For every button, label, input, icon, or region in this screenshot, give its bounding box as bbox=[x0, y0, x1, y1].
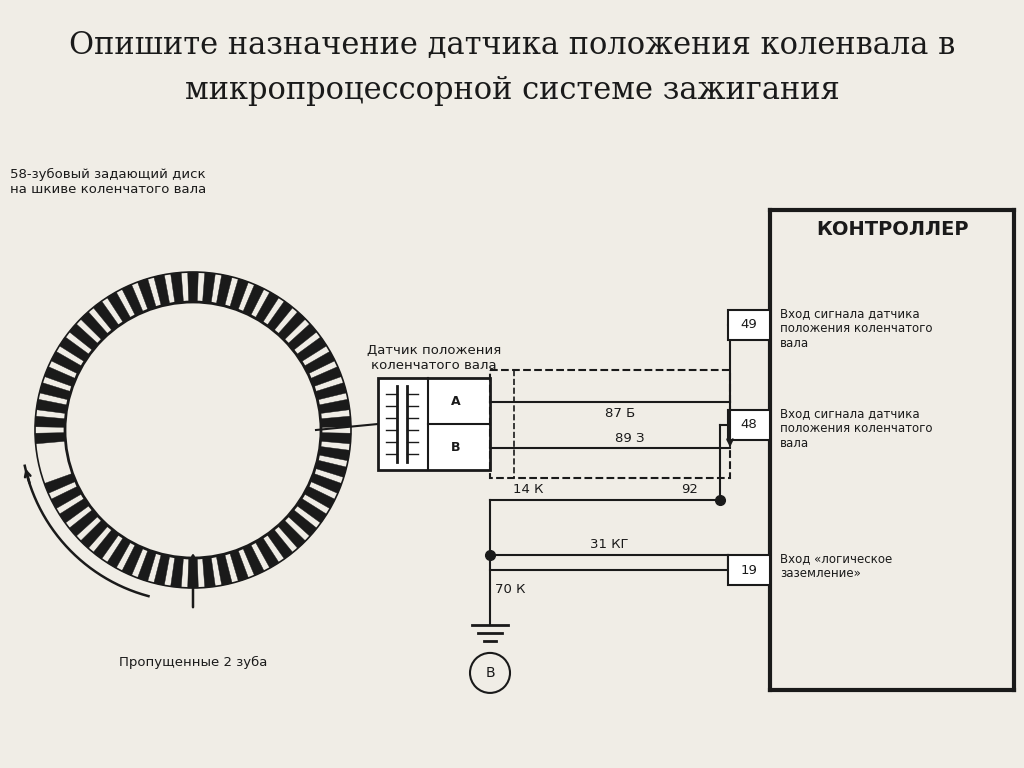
Text: Опишите назначение датчика положения коленвала в: Опишите назначение датчика положения кол… bbox=[69, 30, 955, 61]
Polygon shape bbox=[310, 473, 342, 493]
Polygon shape bbox=[81, 312, 109, 340]
FancyBboxPatch shape bbox=[728, 555, 770, 585]
Polygon shape bbox=[229, 279, 249, 310]
Polygon shape bbox=[310, 366, 342, 386]
Polygon shape bbox=[137, 550, 157, 581]
Text: 48: 48 bbox=[740, 419, 758, 432]
Polygon shape bbox=[288, 509, 316, 536]
Text: Датчик положения
коленчатого вала: Датчик положения коленчатого вала bbox=[367, 344, 501, 372]
Text: 89 З: 89 З bbox=[615, 432, 645, 445]
Polygon shape bbox=[243, 284, 264, 316]
Polygon shape bbox=[216, 554, 232, 585]
Text: микропроцессорной системе зажигания: микропроцессорной системе зажигания bbox=[184, 75, 840, 106]
Polygon shape bbox=[154, 554, 170, 585]
Polygon shape bbox=[297, 498, 327, 523]
Polygon shape bbox=[278, 312, 305, 340]
Polygon shape bbox=[93, 301, 119, 331]
Polygon shape bbox=[216, 275, 232, 306]
Polygon shape bbox=[315, 382, 346, 400]
Polygon shape bbox=[229, 550, 249, 581]
Text: Вход «логическое
заземление»: Вход «логическое заземление» bbox=[780, 552, 892, 580]
Polygon shape bbox=[288, 324, 316, 350]
Polygon shape bbox=[36, 399, 68, 413]
Polygon shape bbox=[44, 366, 76, 386]
Text: КОНТРОЛЛЕР: КОНТРОЛЛЕР bbox=[816, 220, 969, 239]
Polygon shape bbox=[35, 432, 66, 444]
Polygon shape bbox=[297, 337, 327, 362]
Polygon shape bbox=[187, 558, 199, 588]
Polygon shape bbox=[59, 337, 89, 362]
Polygon shape bbox=[255, 292, 279, 323]
Polygon shape bbox=[171, 273, 183, 303]
Text: А: А bbox=[452, 396, 461, 409]
Text: 87 Б: 87 Б bbox=[605, 407, 635, 420]
Polygon shape bbox=[51, 351, 82, 374]
Polygon shape bbox=[321, 432, 351, 444]
Polygon shape bbox=[203, 273, 215, 303]
Polygon shape bbox=[304, 351, 335, 374]
FancyBboxPatch shape bbox=[728, 310, 770, 340]
Text: 14 К: 14 К bbox=[513, 483, 543, 496]
Polygon shape bbox=[108, 292, 131, 323]
Text: Пропущенные 2 зуба: Пропущенные 2 зуба bbox=[119, 656, 267, 669]
Text: 31 КГ: 31 КГ bbox=[590, 538, 629, 551]
Polygon shape bbox=[44, 473, 76, 493]
FancyBboxPatch shape bbox=[728, 410, 770, 440]
Polygon shape bbox=[70, 509, 98, 536]
Polygon shape bbox=[93, 529, 119, 559]
Polygon shape bbox=[81, 520, 109, 548]
Polygon shape bbox=[304, 486, 335, 508]
Polygon shape bbox=[315, 460, 346, 478]
Text: Вход сигнала датчика
положения коленчатого
вала: Вход сигнала датчика положения коленчато… bbox=[780, 307, 933, 350]
Polygon shape bbox=[243, 545, 264, 575]
Text: 58-зубовый задающий диск
на шкиве коленчатого вала: 58-зубовый задающий диск на шкиве коленч… bbox=[10, 168, 206, 196]
Polygon shape bbox=[278, 520, 305, 548]
Polygon shape bbox=[122, 545, 143, 575]
Polygon shape bbox=[267, 529, 293, 559]
Polygon shape bbox=[187, 272, 199, 302]
Text: 19: 19 bbox=[740, 564, 758, 577]
Polygon shape bbox=[255, 538, 279, 568]
Text: 70 К: 70 К bbox=[495, 584, 525, 597]
FancyBboxPatch shape bbox=[378, 378, 490, 470]
Polygon shape bbox=[154, 275, 170, 306]
Polygon shape bbox=[70, 324, 98, 350]
Polygon shape bbox=[137, 279, 157, 310]
Circle shape bbox=[65, 302, 321, 558]
Polygon shape bbox=[40, 382, 71, 400]
Polygon shape bbox=[318, 446, 349, 461]
Polygon shape bbox=[59, 498, 89, 523]
Polygon shape bbox=[51, 486, 82, 508]
Text: 92: 92 bbox=[682, 483, 698, 496]
Text: В: В bbox=[485, 666, 495, 680]
Polygon shape bbox=[171, 557, 183, 588]
Polygon shape bbox=[35, 416, 66, 427]
Polygon shape bbox=[318, 399, 349, 413]
Polygon shape bbox=[108, 538, 131, 568]
Text: В: В bbox=[452, 442, 461, 455]
Text: Вход сигнала датчика
положения коленчатого
вала: Вход сигнала датчика положения коленчато… bbox=[780, 407, 933, 450]
Polygon shape bbox=[321, 416, 351, 427]
Polygon shape bbox=[267, 301, 293, 331]
Polygon shape bbox=[203, 557, 215, 588]
Polygon shape bbox=[122, 284, 143, 316]
Text: 49: 49 bbox=[740, 319, 758, 332]
